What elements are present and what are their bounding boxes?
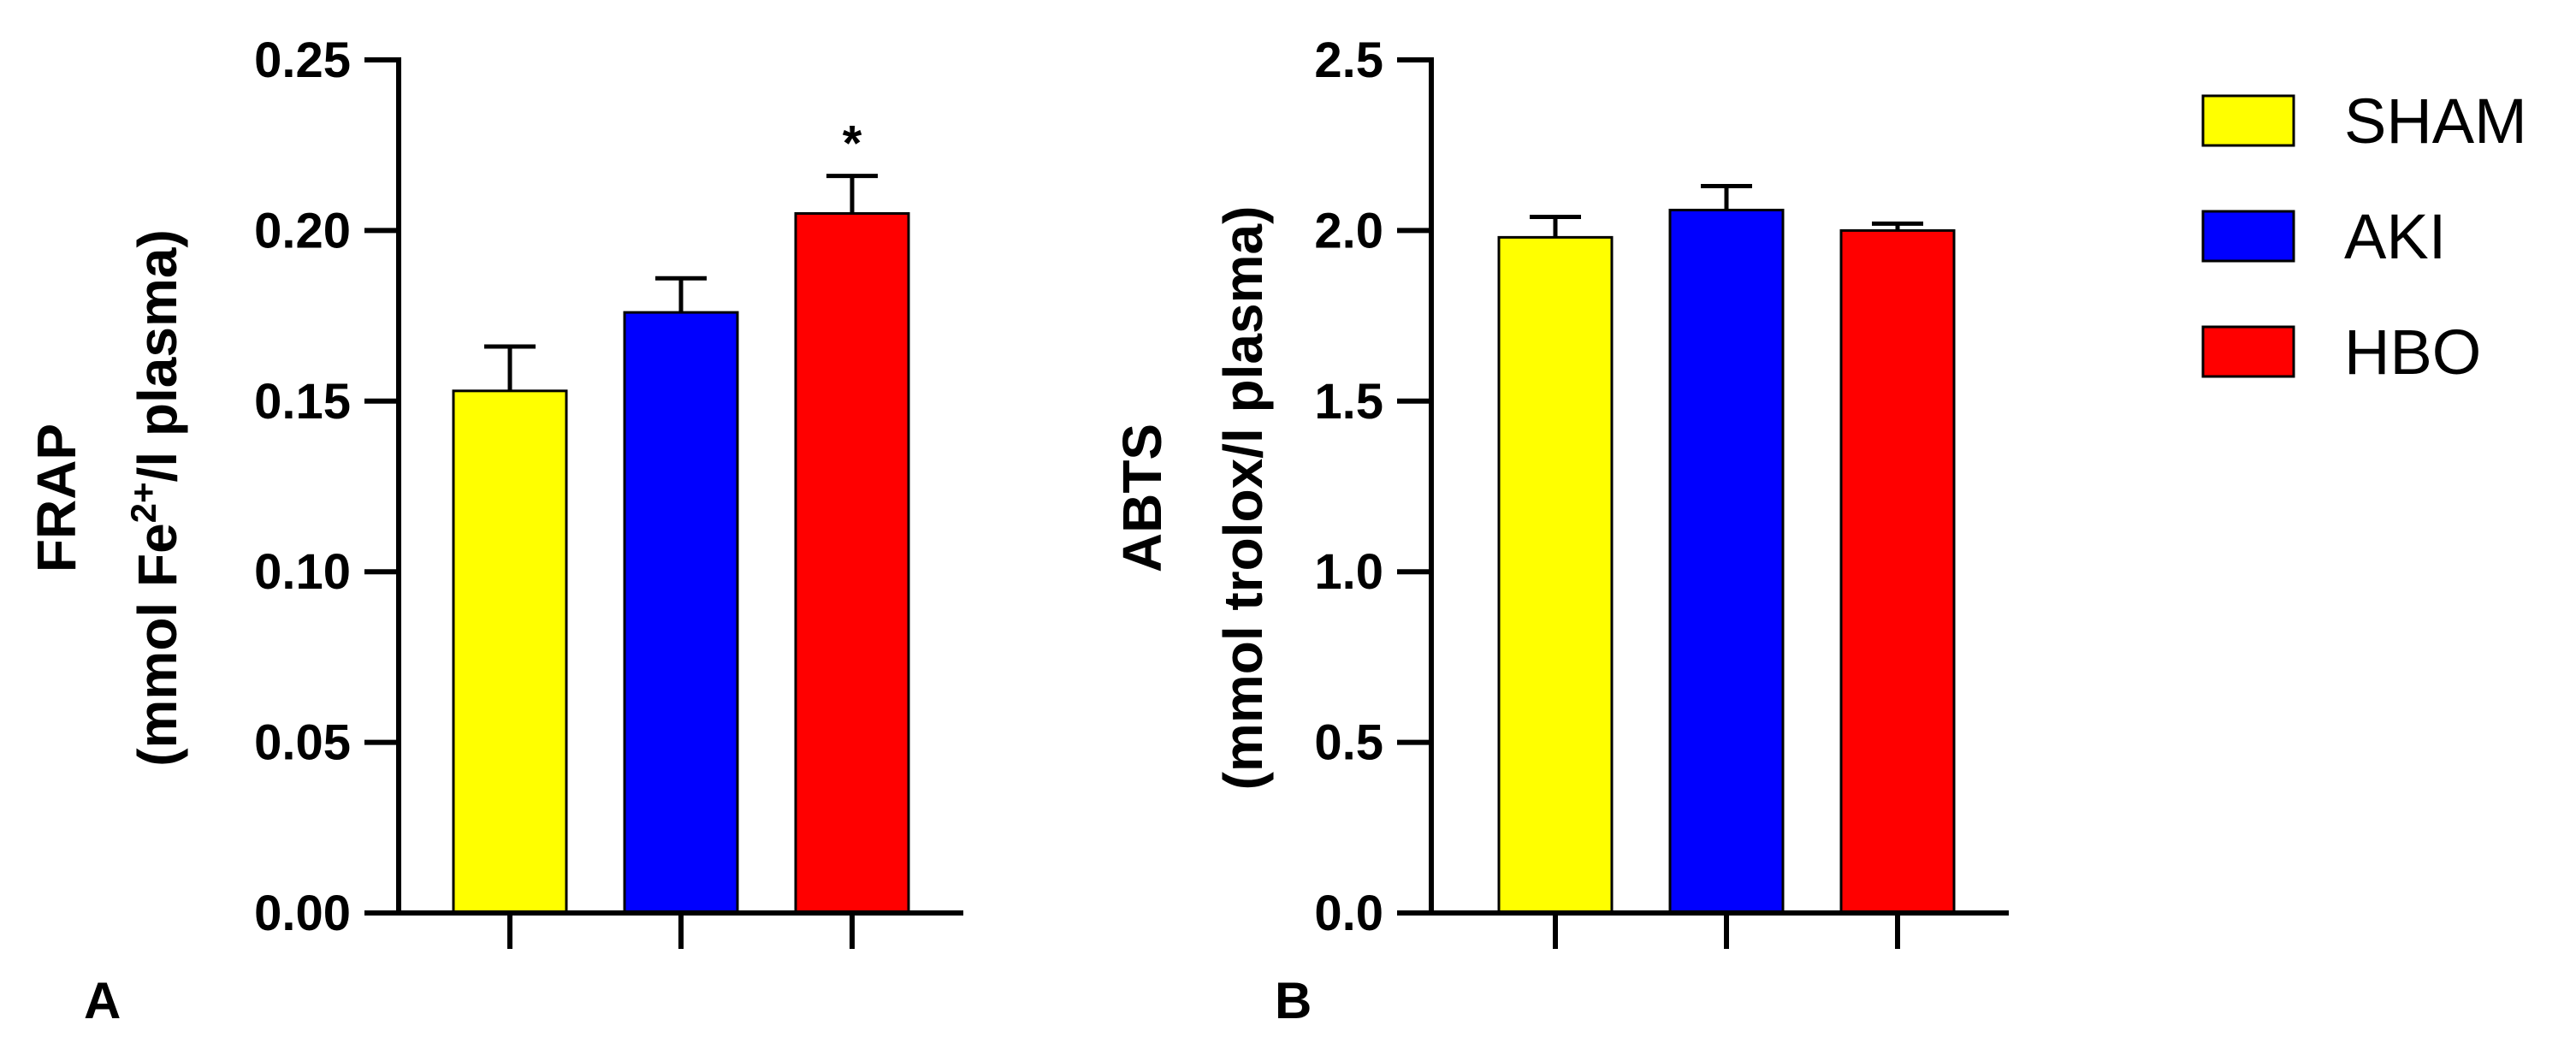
panel-b-y-axis-title-line2: (mmol trolox/l plasma) — [1212, 206, 1274, 791]
panel-a-y-axis-title-line1: FRAP — [26, 424, 87, 572]
panel-a-y-tick-label: 0.15 — [254, 374, 351, 430]
panel-b-y-tick-label: 0.5 — [1314, 715, 1383, 771]
panel-a-y-tick-label: 0.25 — [254, 33, 351, 88]
panel-b-label: B — [1275, 972, 1312, 1029]
panel-b-y-tick-label: 1.0 — [1314, 544, 1383, 600]
panel-b-y-axis-title: ABTS (mmol trolox/l plasma) — [1111, 206, 1274, 791]
legend: SHAM AKI HBO — [2201, 86, 2527, 388]
legend-swatch-aki — [2201, 210, 2295, 263]
legend-swatch-sham — [2201, 94, 2295, 147]
panel-a-chart: FRAP (mmol Fe2+/l plasma) A * 0.00 0.05 0.1… — [26, 33, 963, 1029]
panel-a-y-axis-title-line2: (mmol Fe2+/l plasma) — [123, 229, 188, 767]
panel-a-y-axis-title: FRAP (mmol Fe2+/l plasma) — [26, 229, 188, 767]
legend-label-aki: AKI — [2344, 201, 2446, 272]
panel-b-y-axis-title-line1: ABTS — [1111, 424, 1173, 572]
panel-a-y-axis-title-pre: (mmol Fe — [127, 523, 188, 766]
panel-a-y-tick-label: 0.10 — [254, 544, 351, 600]
legend-label-sham: SHAM — [2344, 86, 2527, 157]
panel-a-bar-hbo — [794, 211, 910, 915]
panel-a-y-axis-title-post: /l plasma) — [127, 229, 188, 482]
panel-a-y-tick-label: 0.00 — [254, 886, 351, 941]
panel-b-bar-hbo — [1839, 228, 1956, 915]
panel-a-significance-marker: * — [843, 116, 862, 172]
panel-b-y-axis-title-pre: (mmol trolox/l plasma) — [1212, 206, 1274, 791]
panel-b-chart: ABTS (mmol trolox/l plasma) B 0.0 0.5 1.0 1… — [1111, 33, 2009, 1029]
panel-a-y-axis-title-sup: 2+ — [123, 482, 163, 523]
panel-b-bar-sham — [1497, 235, 1614, 915]
panel-a-label: A — [84, 972, 121, 1029]
panel-b-y-tick-label: 2.5 — [1314, 33, 1383, 88]
panel-a-y-tick-label: 0.20 — [254, 203, 351, 258]
legend-swatch-hbo — [2201, 325, 2295, 378]
panel-a-bar-aki — [623, 311, 739, 915]
panel-b-y-tick-label: 0.0 — [1314, 886, 1383, 941]
panel-b-y-tick-label: 2.0 — [1314, 203, 1383, 258]
panel-b-y-tick-label: 1.5 — [1314, 374, 1383, 430]
panel-a-y-tick-label: 0.05 — [254, 715, 351, 771]
legend-label-hbo: HBO — [2344, 317, 2481, 388]
panel-a-bar-sham — [452, 389, 568, 915]
panel-b-bar-aki — [1668, 208, 1785, 915]
